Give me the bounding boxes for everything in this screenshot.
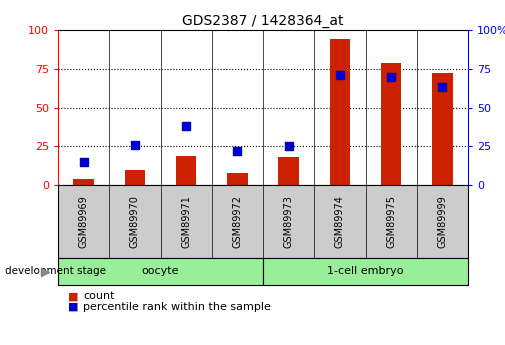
Title: GDS2387 / 1428364_at: GDS2387 / 1428364_at: [182, 13, 344, 28]
Bar: [58, 258, 263, 285]
Bar: [263, 258, 468, 285]
Bar: [432, 73, 452, 185]
Text: development stage: development stage: [5, 266, 106, 276]
Text: ▶: ▶: [41, 265, 50, 278]
Text: GSM89975: GSM89975: [386, 195, 396, 248]
Text: GSM89999: GSM89999: [437, 195, 447, 248]
Text: oocyte: oocyte: [142, 266, 179, 276]
Point: [336, 72, 344, 78]
Point: [233, 148, 241, 154]
Point: [285, 144, 293, 149]
Text: GSM89970: GSM89970: [130, 195, 140, 248]
Bar: [73, 179, 94, 185]
Text: GSM89971: GSM89971: [181, 195, 191, 248]
Text: GSM89969: GSM89969: [79, 195, 88, 248]
Point: [80, 159, 88, 165]
Bar: [381, 62, 401, 185]
Bar: [227, 172, 247, 185]
Text: ■: ■: [68, 302, 79, 312]
Bar: [176, 156, 196, 185]
Bar: [330, 39, 350, 185]
Text: 1-cell embryo: 1-cell embryo: [327, 266, 404, 276]
Point: [182, 124, 190, 129]
Text: GSM89974: GSM89974: [335, 195, 345, 248]
Point: [438, 85, 446, 90]
Text: count: count: [83, 292, 115, 302]
Text: ■: ■: [68, 292, 79, 302]
Text: GSM89972: GSM89972: [232, 195, 242, 248]
Point: [131, 142, 139, 147]
Text: percentile rank within the sample: percentile rank within the sample: [83, 302, 271, 312]
Bar: [125, 169, 145, 185]
Bar: [278, 157, 299, 185]
Point: [387, 74, 395, 79]
Text: GSM89973: GSM89973: [284, 195, 293, 248]
